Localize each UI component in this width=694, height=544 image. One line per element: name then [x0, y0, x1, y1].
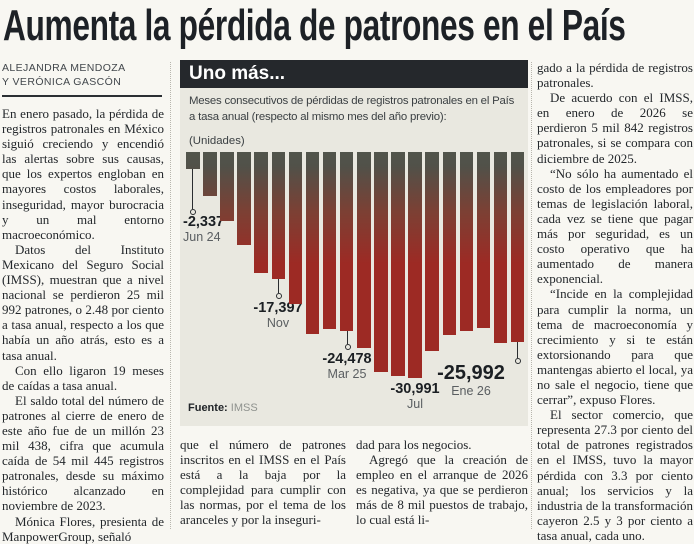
column-rule-left: [170, 62, 171, 529]
bar-sep-25: [442, 152, 456, 335]
bar-dic-24: [288, 152, 303, 304]
headline: Aumenta la pérdida de patrones en el Paí…: [3, 1, 626, 50]
chart-source: Fuente: IMSS: [188, 402, 258, 414]
byline-author-2: Y VERÓNICA GASCÓN: [2, 75, 122, 88]
bar-jun-24: [186, 152, 200, 169]
callout-dot-mar25: [345, 344, 351, 350]
annotation-nov: -17,397 Nov: [218, 300, 338, 330]
callout-line-nov: [278, 279, 279, 293]
annotation-label: Mar 25: [327, 367, 367, 381]
paragraph: Agregó que la creación de empleo en el a…: [356, 452, 528, 528]
byline-author-1: ALEJANDRA MENDOZA: [2, 62, 126, 74]
source-label: Fuente:: [188, 402, 228, 414]
paragraph: El saldo total del número de patrones al…: [2, 392, 164, 514]
annotation-label: Ene 26: [451, 384, 491, 398]
bar-jul-24: [203, 152, 217, 196]
paragraph: “No sólo ha aumentado el costo de los em…: [537, 165, 693, 287]
annotation-label: Jul: [407, 397, 423, 411]
annotation-jul: -30,991 Jul: [355, 381, 475, 411]
column-rule-right: [531, 62, 532, 529]
callout-dot-ene26: [515, 358, 521, 364]
paragraph: El sector comercio, que representa 27.3 …: [537, 407, 693, 543]
paragraph: que el número de patrones inscritos en e…: [180, 437, 346, 528]
bar-oct-25: [459, 152, 474, 331]
paragraph: dad para los negocios.: [356, 437, 472, 452]
bar-dic-25: [493, 152, 508, 343]
paragraph: Con ello ligaron 19 meses de caídas a ta…: [2, 362, 164, 393]
source-value: IMSS: [230, 402, 258, 414]
callout-line-jun24: [192, 169, 193, 209]
annotation-label: Jun 24: [183, 230, 221, 244]
bar-sep-24: [237, 152, 251, 245]
annotation-value: -17,397: [253, 300, 303, 316]
article-column-right: gado a la pérdida de registros patronale…: [537, 60, 693, 543]
paragraph: De acuerdo con el IMSS, en enero de 2026…: [537, 90, 693, 166]
callout-line-ene26: [517, 342, 518, 358]
paragraph: gado a la pérdida de registros patronale…: [537, 60, 693, 91]
paragraph: Datos del Instituto Mexicano del Seguro …: [2, 241, 164, 363]
bar-may-25: [374, 152, 388, 372]
bar-plot: -2,337 Jun 24 -17,397 Nov -24,478 Mar 25…: [183, 152, 525, 414]
annotation-value: -30,991: [390, 381, 440, 397]
bar-jul-25: [408, 152, 422, 378]
annotation-label: Nov: [266, 316, 290, 330]
callout-dot-nov: [276, 293, 282, 299]
bar-oct-24: [254, 152, 268, 273]
bar-ene-26: [510, 152, 525, 342]
byline: ALEJANDRA MENDOZA Y VERÓNICA GASCÓN: [2, 62, 164, 89]
callout-dot-jun24: [190, 209, 196, 215]
bar-jun-25: [391, 152, 405, 376]
chart-title: Uno más...: [180, 60, 528, 88]
annotation-ene26: -25,992 Ene 26: [406, 362, 536, 399]
article-column-mid-right: dad para los negocios. Agregó que la cre…: [356, 437, 528, 528]
bar-abr-25: [357, 152, 371, 348]
annotation-value: -2,337: [183, 214, 225, 230]
bar-mar-25: [339, 152, 354, 331]
bar-ene-25: [305, 152, 320, 334]
annotation-value: -24,478: [322, 351, 372, 367]
paragraph: En enero pasado, la pérdida de registros…: [2, 106, 164, 242]
bar-ago-24: [220, 152, 234, 221]
article-column-left: ALEJANDRA MENDOZA Y VERÓNICA GASCÓN En e…: [2, 62, 164, 544]
bar-nov-24: [271, 152, 285, 279]
article-column-mid-left: que el número de patrones inscritos en e…: [180, 437, 346, 528]
chart-subtitle: Meses consecutivos de pérdidas de regist…: [189, 95, 515, 123]
bar-ago-25: [425, 152, 439, 351]
annotation-value: -25,992: [437, 362, 505, 384]
annotation-mar25: -24,478 Mar 25: [287, 351, 407, 381]
bar-nov-25: [476, 152, 491, 328]
paragraph: “Incide en la complejidad para cumplir l…: [537, 286, 693, 408]
callout-line-mar25: [347, 330, 348, 344]
chart-units-label: (Unidades): [189, 135, 245, 147]
annotation-jun24: -2,337 Jun 24: [183, 214, 273, 244]
bar-feb-25: [322, 152, 337, 329]
chart-panel: Uno más... Meses consecutivos de pérdida…: [180, 60, 528, 426]
byline-rule: [2, 95, 162, 97]
